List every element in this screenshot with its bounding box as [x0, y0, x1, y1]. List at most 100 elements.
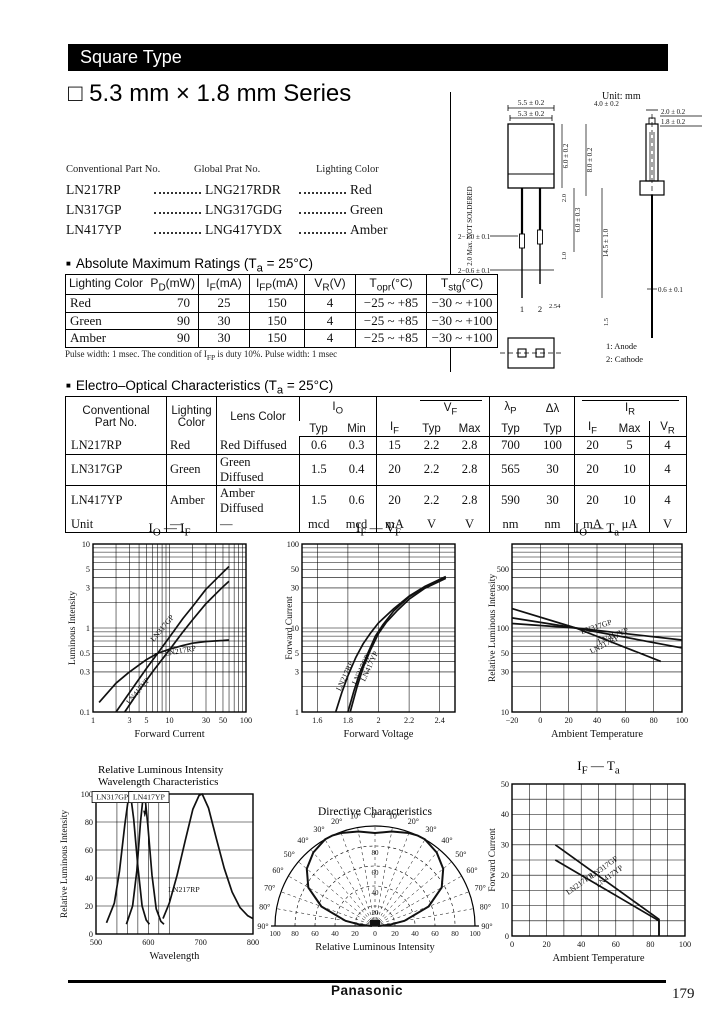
chart-canvas: 1.6 1.8 2 2.2 2.4 100 50 30 10 5 3 1 Forward Voltage… [285, 540, 456, 740]
header-cell: λP [488, 396, 532, 421]
svg-text:40: 40 [331, 929, 339, 938]
dim-kink: 1.0 [561, 252, 568, 260]
cell: 150 [249, 329, 305, 347]
svg-text:20: 20 [391, 929, 399, 938]
svg-text:0.3: 0.3 [80, 668, 90, 677]
svg-text:800: 800 [247, 938, 259, 947]
subheader-cell: Typ [299, 421, 338, 438]
svg-text:500: 500 [497, 565, 509, 574]
svg-text:70°: 70° [264, 884, 275, 893]
cell: 90 [146, 311, 199, 330]
cell: Red Diffused [216, 436, 300, 455]
svg-text:10: 10 [501, 901, 509, 910]
cell: Amber [166, 484, 217, 516]
dim-lead-length: 14.5 ± 1.0 [602, 228, 610, 257]
header-cell: Topr(°C) [355, 274, 427, 295]
svg-text:40: 40 [372, 889, 380, 897]
svg-text:20: 20 [351, 929, 359, 938]
cell: −30 ~ +100 [426, 294, 498, 312]
cell: Red [70, 295, 91, 311]
part-list-row: LN217RP LNG217RDR Red [66, 178, 396, 198]
svg-text:100: 100 [269, 929, 281, 938]
svg-text:10: 10 [165, 716, 173, 725]
table-row: Green 90 30 150 4 −25 ~ +85 −30 ~ +100 [65, 311, 498, 330]
svg-text:0: 0 [505, 932, 509, 941]
svg-text:0: 0 [538, 716, 542, 725]
cell: 5 [626, 438, 633, 453]
svg-text:30: 30 [501, 668, 509, 677]
svg-text:30°: 30° [425, 825, 436, 834]
dim-lead-pitch: 2.54 [549, 303, 561, 310]
dim-body-height: 6.0 ± 0.2 [562, 143, 570, 168]
svg-text:Relative Luminous Intensity: Relative Luminous Intensity [315, 942, 435, 953]
chart-luminous-intensity-vs-forward-current: IO — IF 1 3 5 10 30 50 100 10 5 3 1 0.5 0.3 0.1 Forwar… [66, 520, 278, 750]
cell: LN217RP [71, 437, 122, 452]
svg-text:Forward Current: Forward Current [488, 828, 498, 892]
col-lighting-color: Lighting Color [316, 164, 379, 175]
abs-max-section-title: ■ Absolute Maximum Ratings (Ta = 25°C) [66, 256, 313, 275]
svg-text:60: 60 [431, 929, 439, 938]
header-cell: IFP(mA) [249, 274, 305, 295]
dim-side-upper: 2.0 ± 0.2 [661, 109, 686, 116]
cell: nm [488, 515, 532, 533]
table-row: Amber 90 30 150 4 −25 ~ +85 −30 ~ +100 [65, 329, 498, 347]
svg-text:60: 60 [311, 929, 319, 938]
cell: 0.4 [337, 453, 376, 486]
footer-rule [68, 980, 666, 983]
header-cell: Lighting Color [166, 396, 217, 437]
svg-text:0: 0 [510, 940, 514, 949]
cell: 4 [648, 453, 686, 486]
cell: 0.3 [348, 438, 365, 453]
part-list-headers: Conventional Part No. Global Prat No. Li… [66, 164, 396, 175]
chart-title: IF — Ta [577, 758, 620, 777]
chart-canvas: 500 600 700 800 0 20 40 60 80 100 Wavelength Relati… [60, 790, 259, 962]
cell: 4 [648, 484, 686, 516]
conventional-part-no: LN317GP [66, 202, 122, 217]
cell: 70 [177, 295, 190, 311]
cell: 2.2 [423, 438, 440, 453]
dim-total-height: 8.0 ± 0.2 [586, 147, 594, 172]
header-cell [375, 396, 413, 421]
svg-text:700: 700 [195, 938, 207, 947]
cell: 4 [304, 294, 356, 312]
header-cell: IF(mA) [198, 274, 250, 295]
svg-text:30: 30 [202, 716, 210, 725]
chart-canvas: 0° 10°10°20°20°30°30°40°40°50°50°60°60°70… [257, 811, 492, 953]
svg-text:2.4: 2.4 [435, 716, 445, 725]
svg-text:0: 0 [373, 929, 377, 938]
svg-text:60: 60 [85, 846, 93, 855]
svg-text:500: 500 [90, 938, 102, 947]
svg-text:80: 80 [646, 940, 654, 949]
svg-text:50: 50 [219, 716, 227, 725]
chart-title: IO — Ta [574, 520, 620, 539]
subheader-cell: Max [450, 421, 489, 438]
subheader-cell: Typ [412, 421, 451, 438]
cell: — [216, 515, 300, 533]
cell: 25 [198, 294, 250, 312]
svg-text:3: 3 [295, 668, 299, 677]
svg-text:40: 40 [593, 716, 601, 725]
svg-text:100: 100 [287, 540, 299, 549]
svg-text:Ambient Temperature: Ambient Temperature [552, 953, 644, 964]
dim-side-depth: 4.0 ± 0.2 [594, 100, 619, 108]
cell: Red [166, 436, 217, 455]
subheader-cell: Min [337, 421, 376, 438]
cathode-legend: 2: Cathode [606, 354, 643, 364]
square-bullet-icon: ■ [66, 381, 71, 390]
cell: LN417YP [65, 484, 167, 516]
cell: 10 [610, 484, 649, 516]
svg-text:Relative Luminous Intensity: Relative Luminous Intensity [60, 810, 70, 918]
svg-text:1: 1 [86, 624, 90, 633]
svg-text:80: 80 [85, 818, 93, 827]
svg-text:30°: 30° [313, 825, 324, 834]
svg-text:300: 300 [497, 584, 509, 593]
dotted-leader [299, 191, 346, 194]
cell: 30 [531, 453, 574, 486]
svg-text:Relative Luminous Intensity: Relative Luminous Intensity [488, 574, 498, 682]
dotted-leader [154, 211, 201, 214]
page-title: □ 5.3 mm × 1.8 mm Series [68, 80, 352, 107]
cell: 2.8 [450, 484, 489, 516]
page-number: 179 [672, 986, 695, 1002]
cell: 2.8 [450, 453, 489, 486]
dotted-leader [154, 191, 201, 194]
